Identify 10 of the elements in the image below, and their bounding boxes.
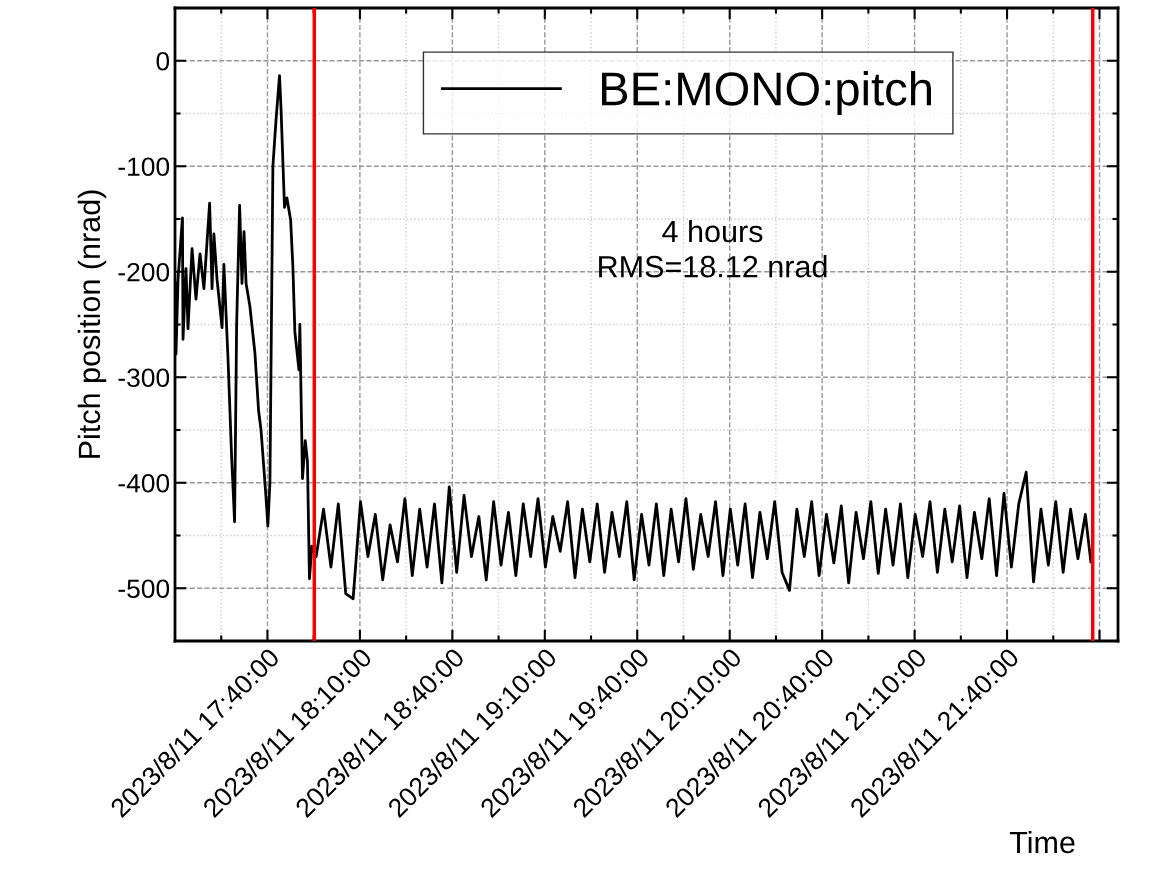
y-tick-label: 0 — [156, 51, 170, 71]
y-tick-label: -400 — [118, 473, 170, 493]
y-tick-label: -500 — [118, 579, 170, 599]
y-tick-label: -100 — [118, 157, 170, 177]
y-tick-label: -200 — [118, 262, 170, 282]
x-axis-title: Time — [1009, 830, 1075, 854]
y-tick-label: -300 — [118, 368, 170, 388]
legend-label: BE:MONO:pitch — [602, 71, 931, 116]
y-axis-title: Pitch position (nrad) — [77, 190, 107, 458]
annotation: 4 hours RMS=18.12 nrad — [599, 219, 827, 278]
